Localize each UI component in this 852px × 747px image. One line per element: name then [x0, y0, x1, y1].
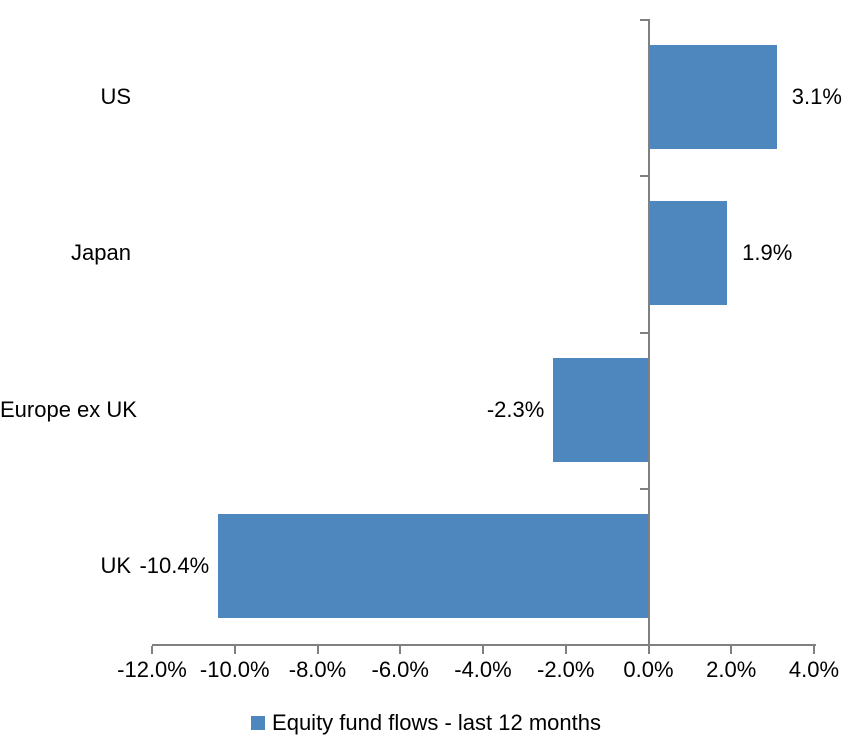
x-tick — [647, 646, 650, 654]
x-tick — [730, 646, 733, 654]
value-label: 1.9% — [742, 240, 793, 266]
x-tick-label: -6.0% — [371, 657, 429, 682]
x-tick-label: -10.0% — [199, 657, 270, 682]
x-tick — [399, 646, 402, 654]
bar-europe-ex-uk — [553, 357, 649, 462]
category-axis-tick — [639, 175, 648, 178]
x-tick — [233, 646, 236, 654]
x-tick — [151, 646, 153, 654]
category-label: Europe ex UK — [0, 396, 137, 422]
legend-label: Equity fund flows - last 12 months — [272, 710, 601, 735]
category-axis-tick — [639, 487, 648, 490]
x-tick — [316, 646, 319, 654]
value-label: -2.3% — [486, 396, 545, 422]
bar-us — [648, 45, 777, 150]
x-tick — [482, 646, 484, 654]
category-label: UK — [100, 552, 131, 578]
category-label: US — [100, 84, 131, 110]
x-tick-label: -12.0% — [117, 657, 187, 682]
value-axis-line — [152, 644, 816, 646]
x-tick — [564, 646, 567, 654]
x-tick-label: -4.0% — [454, 657, 512, 682]
x-tick — [813, 646, 815, 654]
x-tick-label: 4.0% — [788, 657, 840, 682]
category-axis-tick — [639, 19, 648, 21]
category-label: Japan — [71, 240, 131, 266]
x-tick-label: -8.0% — [288, 657, 347, 682]
legend-series-swatch-icon — [251, 716, 266, 730]
value-label: 3.1% — [791, 84, 842, 110]
value-label: -10.4% — [139, 552, 210, 578]
category-axis-tick — [639, 331, 648, 334]
x-tick-label: 2.0% — [706, 657, 757, 682]
legend: Equity fund flows - last 12 months — [0, 706, 852, 740]
bar-uk — [218, 513, 649, 618]
x-tick-label: 0.0% — [623, 657, 674, 682]
bar-japan — [648, 201, 728, 306]
category-axis-line — [647, 19, 650, 646]
x-tick-label: -2.0% — [537, 657, 595, 682]
